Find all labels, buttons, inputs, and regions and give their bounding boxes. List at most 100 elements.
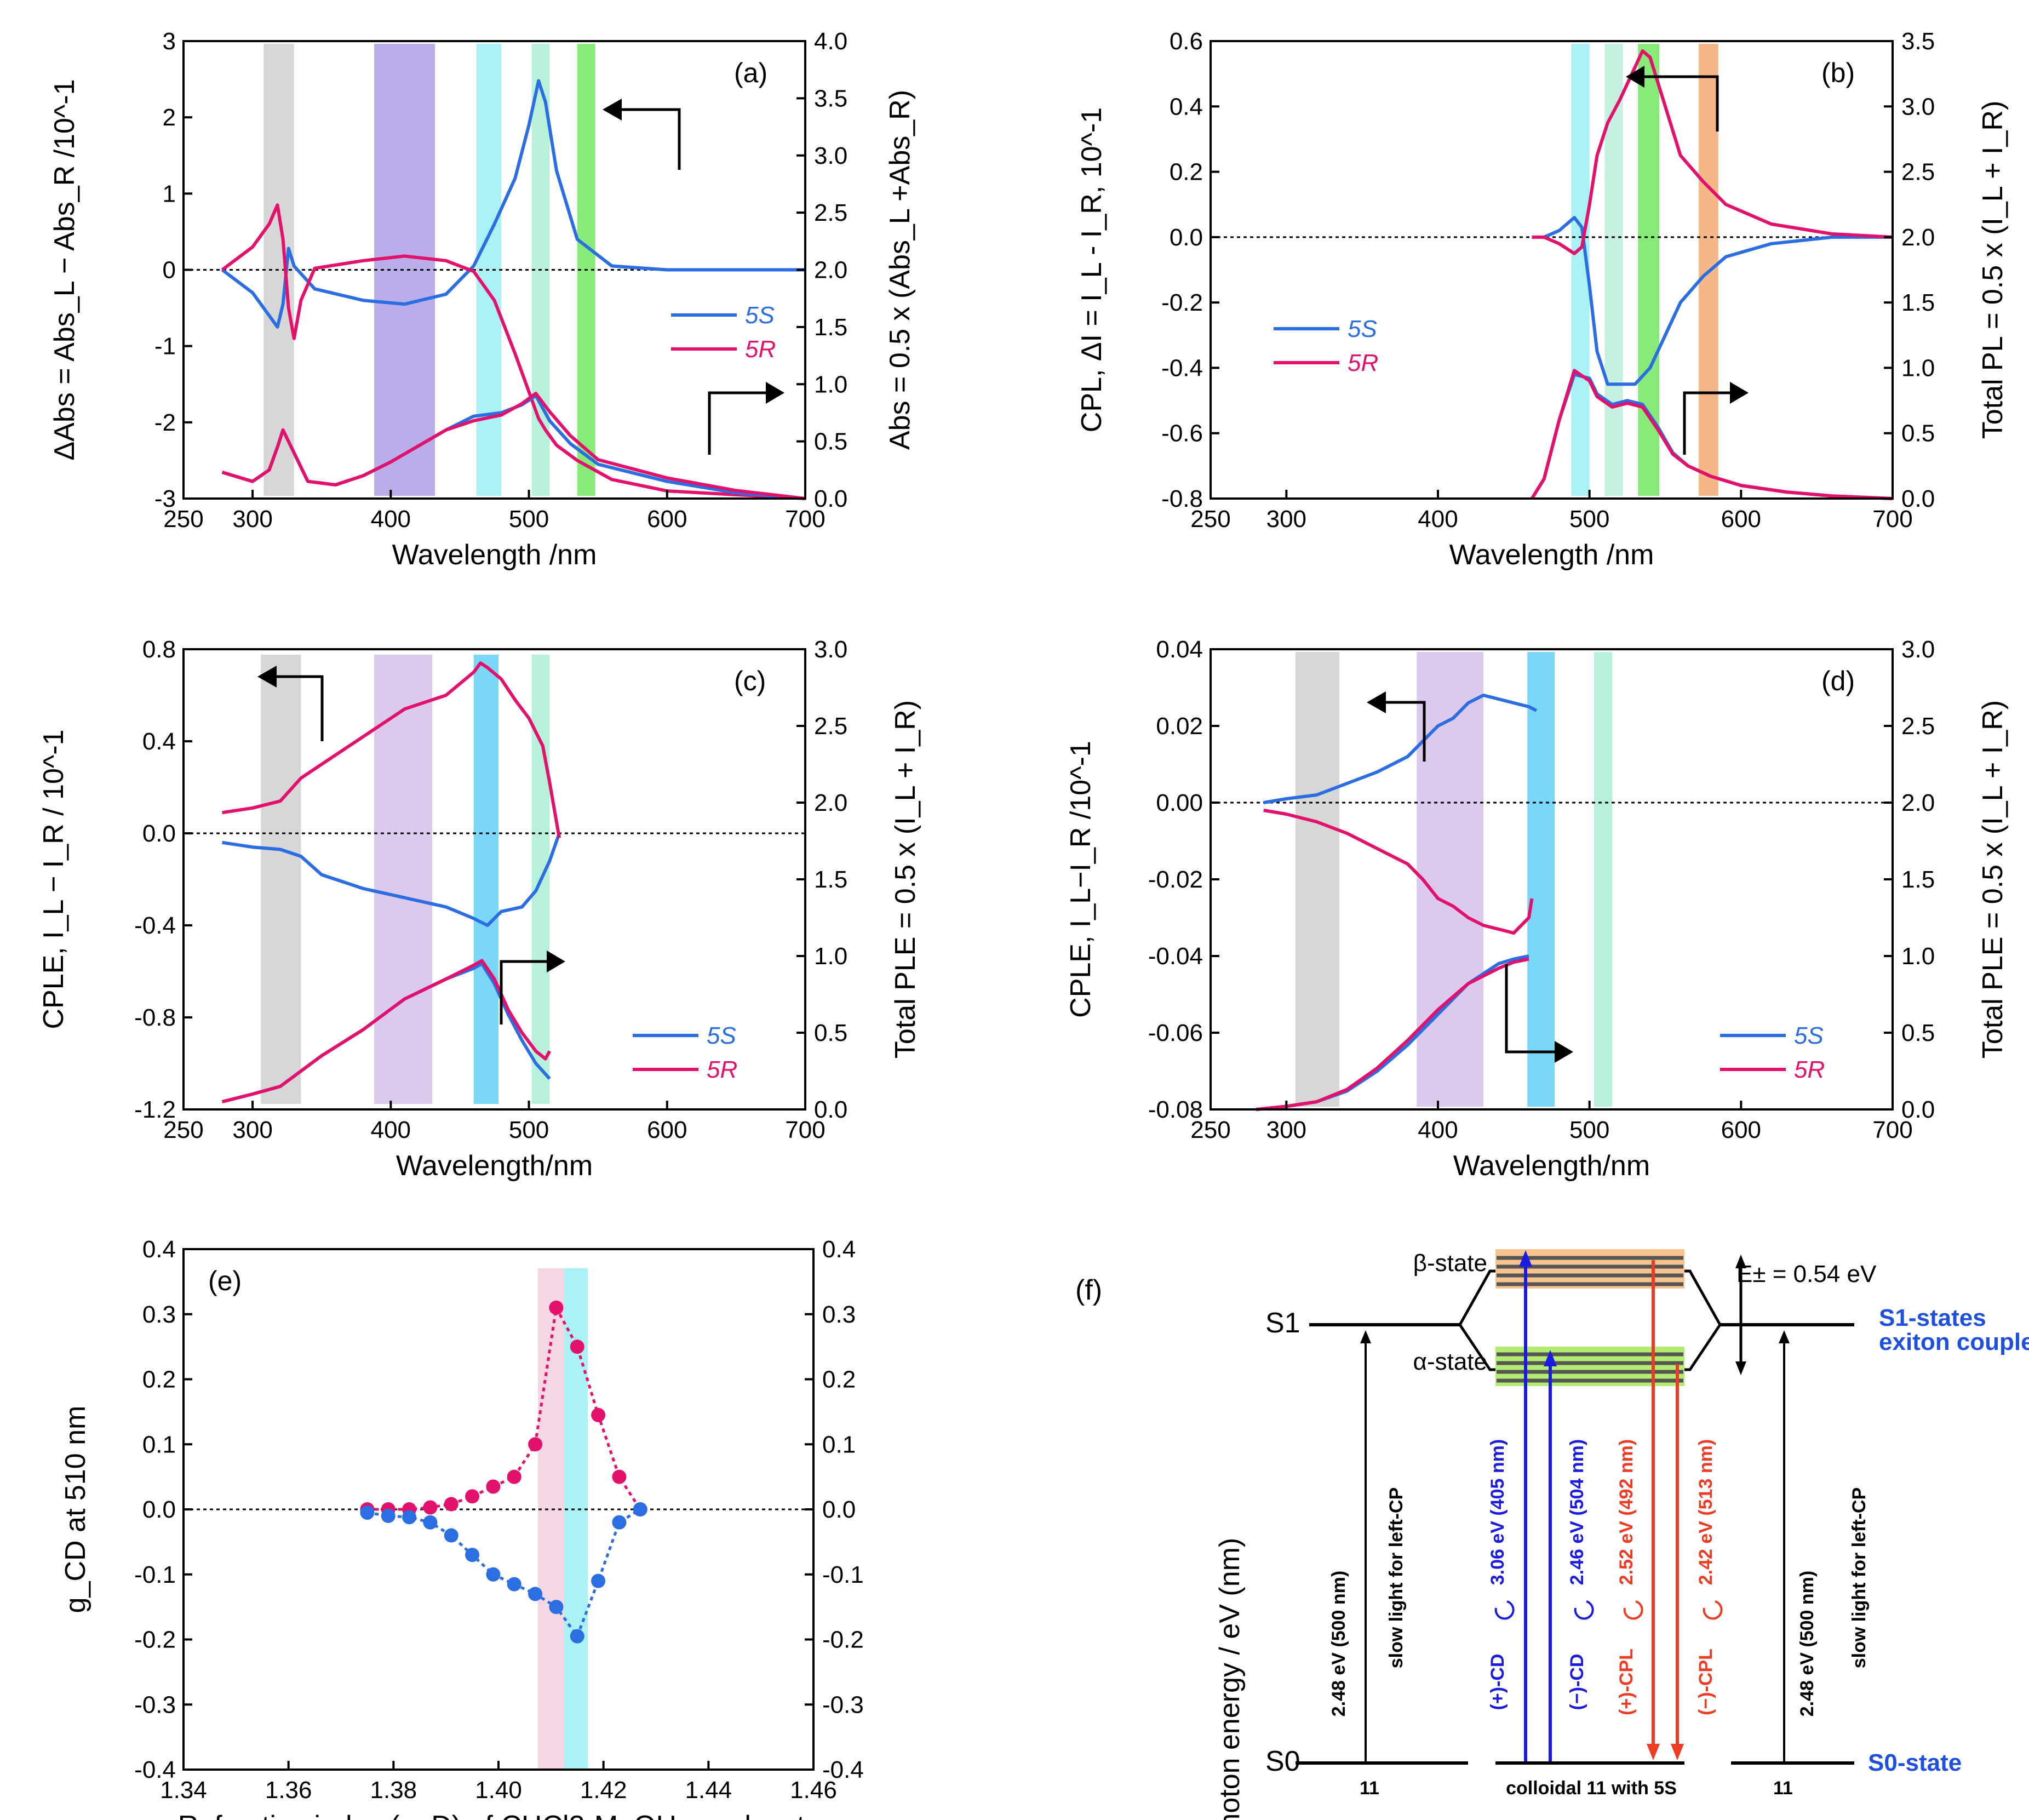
series-5R-right-3: [1256, 957, 1529, 1111]
highlight-band-1: [1417, 652, 1483, 1107]
beta-connector-left: [1458, 1269, 1495, 1326]
x-tick-label: 1.36: [265, 1777, 312, 1804]
x-tick-label: 250: [1190, 506, 1230, 533]
legend-label-5R: 5R: [707, 1056, 737, 1083]
highlight-band-2: [1527, 652, 1555, 1107]
y-right-tick-label: 0.2: [822, 1366, 856, 1393]
y-left-tick-label: -3: [154, 485, 176, 512]
x-tick-label: 250: [1190, 1117, 1230, 1143]
y-left-tick-label: 0.4: [142, 1236, 176, 1263]
x-tick-label: 700: [785, 1117, 825, 1143]
x-tick-label: 300: [232, 1117, 272, 1143]
y-left-tick-label: 0.3: [142, 1301, 176, 1328]
axis-direction-arrow: [708, 391, 767, 455]
x-axis-label: Wavelength/nm: [1453, 1150, 1650, 1182]
y-left-tick-label: 0.6: [1170, 28, 1203, 55]
x-tick-label: 1.46: [790, 1777, 837, 1804]
axis-direction-arrow: [500, 960, 548, 1025]
left-molecule-label: 11: [1360, 1778, 1379, 1799]
y-left-tick-label: 0.04: [1156, 636, 1203, 663]
transition-energy-label: 2.42 eV (513 nm): [1695, 1439, 1716, 1585]
data-point-5R-6: [486, 1479, 501, 1494]
circular-polarization-icon: [1574, 1600, 1594, 1620]
x-tick-label: 500: [509, 506, 549, 533]
y-right-tick-label: 1.0: [814, 371, 847, 398]
y-right-tick-label: 2.0: [814, 257, 847, 284]
transition-energy-label: 2.52 eV (492 nm): [1616, 1439, 1637, 1585]
data-point-5S-4: [444, 1528, 458, 1543]
series-5S-left-0: [221, 79, 805, 329]
y-left-tick-label: -0.04: [1148, 943, 1203, 970]
axis-direction-arrow: [619, 108, 681, 170]
highlight-band-0: [261, 655, 301, 1104]
y-right-tick-label: -0.2: [822, 1627, 864, 1653]
data-point-5R-8: [528, 1437, 543, 1452]
y-left-tick-label: 0.2: [1170, 159, 1203, 186]
transition-labels: 3.06 eV (405 nm) (+)-CD 2.46 eV (504 nm) (−…: [1487, 1439, 1723, 1715]
y-right-axis-label: Abs = 0.5 x (Abs_L +Abs_R): [884, 90, 916, 450]
y-left-tick-label: -0.06: [1148, 1020, 1203, 1046]
legend-label-5S: 5S: [707, 1022, 736, 1049]
legend-label-5S: 5S: [1794, 1022, 1824, 1049]
y-right-tick-label: 0.5: [814, 1020, 847, 1046]
series-line-5R: [367, 1303, 641, 1511]
data-point-5S-10: [570, 1629, 584, 1644]
x-tick-label: 300: [232, 506, 272, 533]
y-left-tick-label: 0.1: [142, 1431, 176, 1458]
x-tick-label: 300: [1266, 506, 1306, 533]
data-point-5R-4: [444, 1497, 458, 1512]
y-right-tick-label: 3.0: [1901, 636, 1935, 663]
y-left-tick-label: -1: [154, 333, 176, 360]
x-tick-label: 1.38: [370, 1777, 417, 1804]
data-point-5S-8: [528, 1587, 543, 1601]
data-point-5R-9: [549, 1300, 564, 1315]
x-tick-label: 400: [371, 1117, 411, 1143]
y-right-tick-label: 3.5: [1901, 28, 1935, 55]
y-left-axis-label: CPLE, I_L−I_R /10^-1: [1065, 741, 1097, 1018]
highlight-band-1: [374, 655, 432, 1104]
y-right-tick-label: 0.0: [822, 1496, 856, 1523]
legend-label-5S: 5S: [1348, 316, 1377, 342]
y-right-axis-label: Total PL = 0.5 x (I_L + I_R): [1977, 101, 2009, 439]
y-right-tick-label: 2.5: [814, 713, 847, 740]
x-tick-label: 250: [163, 1117, 203, 1143]
y-right-tick-label: 3.5: [814, 85, 847, 112]
y-left-axis-label: CPL, ΔI = I_L - I_R, 10^-1: [1076, 107, 1108, 432]
y-right-tick-label: 2.5: [1901, 159, 1935, 186]
y-left-tick-label: 0.02: [1156, 713, 1203, 740]
x-axis-label: Refractive index (n_D) of CHCl3-MeOH cos…: [178, 1810, 819, 1820]
series-5R-left-1: [222, 661, 561, 838]
x-tick-label: 600: [647, 1117, 687, 1143]
x-tick-label: 300: [1266, 1117, 1306, 1143]
transition-type-label: (+)-CPL: [1616, 1649, 1637, 1715]
y-right-tick-label: 0.1: [822, 1431, 856, 1458]
y-left-tick-label: 1: [163, 180, 176, 207]
transition-energy-label: 2.46 eV (504 nm): [1567, 1439, 1587, 1585]
beta-connector-right: [1684, 1269, 1722, 1326]
legend-label-5S: 5S: [745, 302, 775, 329]
data-point-5R-5: [465, 1489, 480, 1504]
panel-d: 250 300 400 500 600 700 -0.08 -0.06 -0.04 -0.02 0.…: [1065, 636, 2009, 1182]
panel-e: 1.34 1.36 1.38 1.40 1.42 1.44 1.46-0.4-0.3-0.2…: [60, 1236, 864, 1820]
y-left-tick-label: 0: [163, 257, 176, 284]
y-right-tick-label: 2.5: [1901, 713, 1935, 740]
data-point-5S-9: [549, 1600, 564, 1615]
data-point-5R-3: [423, 1500, 438, 1515]
y-left-tick-label: -0.8: [1161, 485, 1203, 512]
y-right-tick-label: 3.0: [1901, 93, 1935, 120]
data-point-5R-12: [612, 1469, 627, 1484]
y-left-tick-label: -0.4: [134, 912, 176, 939]
x-axis-label: Wavelength /nm: [1449, 539, 1654, 571]
panel-label: (e): [208, 1266, 242, 1296]
y-left-tick-label: 0.0: [142, 1496, 176, 1523]
data-point-5R-10: [570, 1340, 584, 1354]
x-tick-label: 1.34: [160, 1777, 207, 1804]
y-left-tick-label: -0.02: [1148, 866, 1203, 893]
axis-direction-arrow: [1683, 391, 1731, 455]
y-right-axis-label: Total PLE = 0.5 x (I_L + I_R): [1977, 700, 2009, 1058]
transition-type-label: (+)-CD: [1487, 1654, 1508, 1710]
y-right-tick-label: 1.5: [1901, 289, 1935, 316]
data-point-5R-7: [507, 1469, 521, 1484]
x-tick-label: 700: [785, 506, 825, 533]
